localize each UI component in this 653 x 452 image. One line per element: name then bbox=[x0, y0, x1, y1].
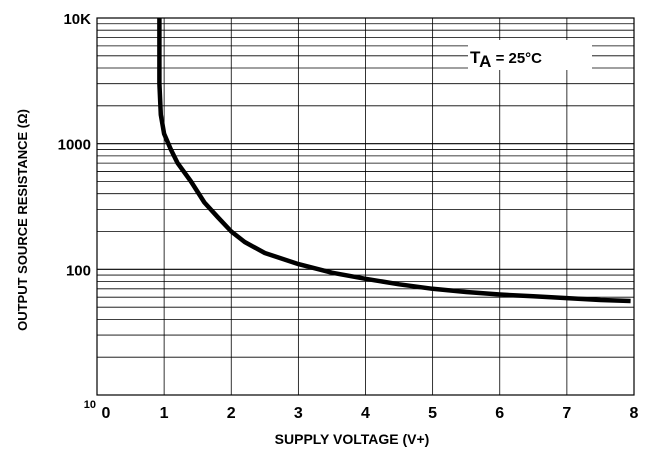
x-tick-label: 1 bbox=[160, 405, 169, 422]
y-axis-label: OUTPUT SOURCE RESISTANCE (Ω) bbox=[15, 109, 30, 331]
y-tick-label: 1000 bbox=[58, 137, 91, 154]
plot-frame bbox=[96, 17, 635, 396]
annotation-temperature: = 25°C bbox=[491, 50, 542, 67]
annotation-background bbox=[468, 40, 592, 70]
grid bbox=[96, 17, 635, 396]
x-tick-label: 6 bbox=[495, 405, 504, 422]
y-tick-label: 100 bbox=[66, 262, 91, 279]
x-tick-label: 3 bbox=[294, 405, 303, 422]
series-line bbox=[157, 18, 631, 304]
x-axis-label: SUPPLY VOLTAGE (V+) bbox=[275, 431, 430, 447]
annotation-label: TA = 25°C bbox=[470, 48, 542, 71]
temperature-annotation: TA = 25°C bbox=[468, 40, 592, 71]
tick-labels: 0 1 2 3 4 5 6 7 8 10 100 1000 10K bbox=[58, 11, 639, 422]
curve-layer bbox=[157, 18, 631, 304]
annotation-t: T bbox=[470, 48, 481, 67]
y-tick-label: 10K bbox=[63, 11, 91, 28]
x-tick-label: 4 bbox=[361, 405, 370, 422]
annotation-subscript: A bbox=[479, 52, 491, 71]
x-tick-label: 7 bbox=[562, 405, 571, 422]
x-tick-label: 2 bbox=[227, 405, 236, 422]
x-tick-label: 0 bbox=[102, 405, 111, 422]
x-tick-label: 5 bbox=[428, 405, 437, 422]
x-tick-label: 8 bbox=[630, 405, 639, 422]
y-tick-label: 10 bbox=[84, 399, 96, 411]
